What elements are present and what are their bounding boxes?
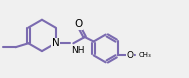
Text: CH₃: CH₃ (139, 52, 151, 58)
Text: O: O (127, 51, 134, 60)
Text: O: O (74, 19, 83, 29)
Text: N: N (52, 38, 59, 48)
Text: NH: NH (71, 46, 84, 55)
